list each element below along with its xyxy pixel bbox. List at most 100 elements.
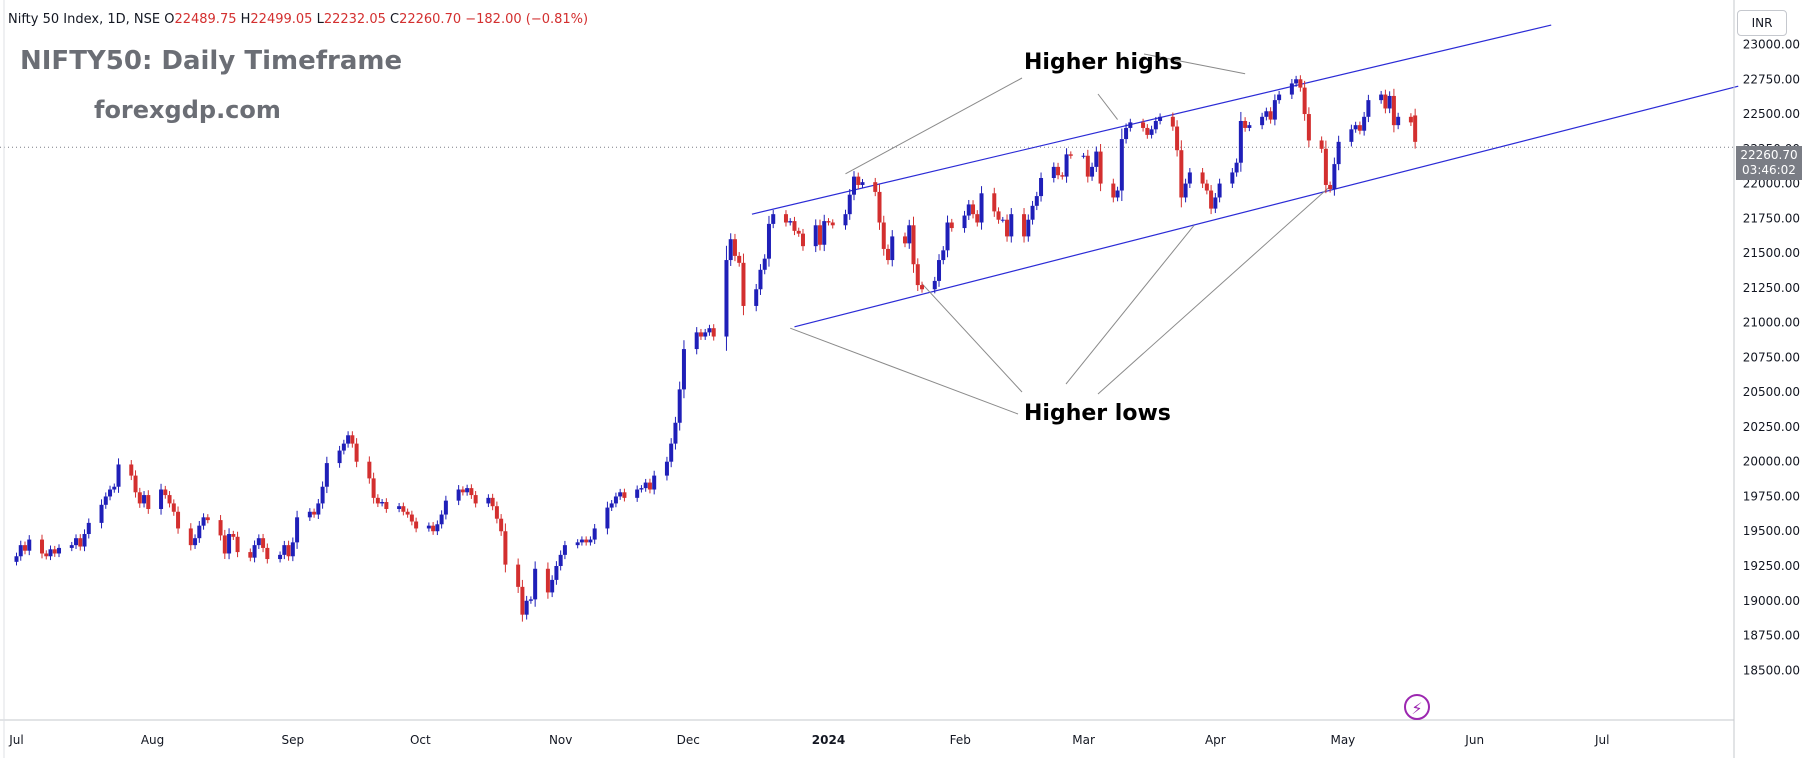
candle-body[interactable] xyxy=(528,599,533,601)
candle-body[interactable] xyxy=(456,489,461,501)
candle-body[interactable] xyxy=(1141,122,1146,128)
candle-body[interactable] xyxy=(197,525,202,539)
candle-body[interactable] xyxy=(1090,166,1095,177)
candle-body[interactable] xyxy=(971,204,976,215)
candle-body[interactable] xyxy=(609,503,614,508)
candle-body[interactable] xyxy=(1298,79,1303,88)
candle-body[interactable] xyxy=(758,269,763,290)
candle-body[interactable] xyxy=(312,511,317,515)
candle-body[interactable] xyxy=(1000,219,1005,221)
candle-body[interactable] xyxy=(1379,94,1384,101)
candle-body[interactable] xyxy=(375,497,380,504)
candle-body[interactable] xyxy=(1366,100,1371,117)
candle-body[interactable] xyxy=(907,225,912,244)
candle-body[interactable] xyxy=(256,538,261,546)
candle-body[interactable] xyxy=(652,475,657,490)
candle-body[interactable] xyxy=(99,504,104,523)
candle-body[interactable] xyxy=(822,221,827,245)
candle-body[interactable] xyxy=(881,222,886,249)
candle-body[interactable] xyxy=(163,489,168,496)
candle-body[interactable] xyxy=(265,547,270,560)
candle-body[interactable] xyxy=(975,214,980,223)
candle-body[interactable] xyxy=(1022,214,1027,237)
candle-body[interactable] xyxy=(346,435,351,444)
candle-body[interactable] xyxy=(1158,116,1163,121)
candle-body[interactable] xyxy=(647,482,652,490)
candle-body[interactable] xyxy=(129,464,134,476)
candle-body[interactable] xyxy=(108,489,113,497)
candle-body[interactable] xyxy=(1068,154,1073,156)
candle-body[interactable] xyxy=(813,225,818,247)
candle-body[interactable] xyxy=(962,215,967,229)
candle-body[interactable] xyxy=(23,545,28,551)
candle-body[interactable] xyxy=(176,511,181,529)
candle-body[interactable] xyxy=(1319,140,1324,149)
candle-body[interactable] xyxy=(1277,94,1282,101)
candle-body[interactable] xyxy=(550,579,555,593)
candle-body[interactable] xyxy=(1396,116,1401,126)
candle-body[interactable] xyxy=(762,258,767,270)
candle-body[interactable] xyxy=(86,522,91,535)
candle-body[interactable] xyxy=(159,489,164,509)
candle-body[interactable] xyxy=(643,482,648,489)
candle-body[interactable] xyxy=(554,566,559,580)
candle-body[interactable] xyxy=(1408,116,1413,123)
candle-body[interactable] xyxy=(771,214,776,224)
candle-body[interactable] xyxy=(1034,196,1039,206)
candle-body[interactable] xyxy=(737,255,742,263)
candle-body[interactable] xyxy=(350,435,355,444)
candle-body[interactable] xyxy=(711,328,716,337)
candle-body[interactable] xyxy=(431,525,436,532)
candle-body[interactable] xyxy=(1026,219,1031,237)
candle-body[interactable] xyxy=(409,514,414,522)
candle-body[interactable] xyxy=(490,497,495,507)
candle-body[interactable] xyxy=(681,349,686,390)
candle-body[interactable] xyxy=(558,554,563,566)
candle-body[interactable] xyxy=(996,211,1001,220)
candle-body[interactable] xyxy=(103,496,108,505)
candle-body[interactable] xyxy=(460,489,465,493)
candle-body[interactable] xyxy=(1323,148,1328,185)
candle-body[interactable] xyxy=(397,506,402,509)
candle-body[interactable] xyxy=(1183,183,1188,198)
candle-body[interactable] xyxy=(860,182,865,185)
lightning-icon[interactable]: ⚡ xyxy=(1404,694,1430,720)
candle-body[interactable] xyxy=(57,547,62,554)
candle-body[interactable] xyxy=(707,328,712,333)
candle-body[interactable] xyxy=(1213,197,1218,209)
candle-body[interactable] xyxy=(439,514,444,525)
candle-body[interactable] xyxy=(817,225,822,245)
candle-body[interactable] xyxy=(724,260,729,337)
candle-body[interactable] xyxy=(341,443,346,451)
candle-body[interactable] xyxy=(664,461,669,476)
candle-body[interactable] xyxy=(205,517,210,521)
candle-body[interactable] xyxy=(932,280,937,290)
candle-body[interactable] xyxy=(1289,83,1294,95)
candle-body[interactable] xyxy=(1247,125,1252,128)
candle-body[interactable] xyxy=(1328,184,1333,190)
candle-body[interactable] xyxy=(1260,116,1265,126)
candle-body[interactable] xyxy=(937,260,942,281)
candle-body[interactable] xyxy=(1238,120,1243,163)
candle-body[interactable] xyxy=(533,568,538,600)
candle-body[interactable] xyxy=(235,536,240,553)
candle-body[interactable] xyxy=(1009,214,1014,237)
candle-body[interactable] xyxy=(1349,129,1354,142)
candle-body[interactable] xyxy=(27,539,32,551)
candle-body[interactable] xyxy=(1362,116,1367,131)
candle-body[interactable] xyxy=(69,545,74,548)
candle-body[interactable] xyxy=(384,502,389,509)
candle-body[interactable] xyxy=(992,193,997,212)
candle-body[interactable] xyxy=(728,239,733,261)
candle-body[interactable] xyxy=(703,332,708,337)
candle-body[interactable] xyxy=(516,564,521,587)
candle-body[interactable] xyxy=(1170,116,1175,127)
candle-body[interactable] xyxy=(792,221,797,231)
candle-body[interactable] xyxy=(1383,94,1388,109)
candle-body[interactable] xyxy=(142,495,147,504)
candle-body[interactable] xyxy=(494,506,499,519)
candle-body[interactable] xyxy=(171,503,176,512)
candle-body[interactable] xyxy=(911,225,916,265)
candle-body[interactable] xyxy=(337,450,342,464)
